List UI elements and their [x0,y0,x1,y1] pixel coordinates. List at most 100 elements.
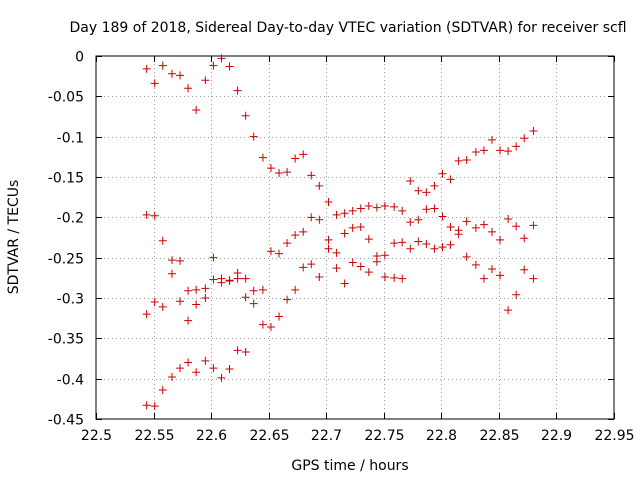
data-point [414,215,423,224]
data-point [390,202,399,211]
data-point [201,356,210,365]
data-point [422,205,431,214]
x-tick-label: 22.85 [479,428,519,444]
x-tick-label: 22.7 [311,428,342,444]
data-point [422,188,431,197]
data-point [201,76,210,85]
data-point [217,373,226,382]
data-points [142,54,538,411]
data-point [201,284,210,293]
data-point [529,221,538,230]
y-tick-label: -0.2 [57,211,84,227]
data-point [520,234,529,243]
data-point [529,127,538,136]
y-tick-label: -0.35 [48,332,84,348]
data-point [217,278,226,287]
data-point [249,132,258,141]
data-point [258,153,267,162]
data-point [249,299,258,308]
data-point [142,310,151,319]
data-point [324,244,333,253]
data-point [471,147,480,156]
data-point [192,368,201,377]
data-point [233,274,242,283]
data-point [520,265,529,274]
data-point [241,111,250,120]
y-tick-label: -0.15 [48,171,84,187]
data-point [430,181,439,190]
plot-frame [95,55,615,420]
data-point [258,285,267,294]
data-point [462,217,471,226]
data-point [364,235,373,244]
data-point [398,206,407,215]
data-point [454,230,463,239]
data-point [430,204,439,213]
data-point [504,147,513,156]
data-point [258,320,267,329]
data-point [241,293,250,302]
data-point [356,204,365,213]
data-point [430,244,439,253]
data-point [340,279,349,288]
data-point [192,300,201,309]
x-tick-label: 22.8 [426,428,457,444]
data-point [324,235,333,244]
data-point [315,181,324,190]
data-point [438,212,447,221]
data-point [150,298,159,307]
x-tick-label: 22.55 [134,428,174,444]
data-point [380,273,389,282]
data-point [471,260,480,269]
data-point [348,206,357,215]
data-point [266,164,275,173]
x-tick-label: 22.9 [541,428,572,444]
grid [96,56,614,419]
data-point [462,156,471,165]
data-point [167,69,176,78]
data-point [496,271,505,280]
y-tick-label: -0.1 [57,131,84,147]
data-point [340,229,349,238]
data-point [266,247,275,256]
data-point [241,274,250,283]
data-point [233,86,242,95]
data-point [487,264,496,273]
data-point [487,135,496,144]
data-point [406,177,415,186]
data-point [496,146,505,155]
data-point [209,61,218,70]
data-point [299,227,308,236]
data-point [184,84,193,93]
data-point [225,277,234,286]
data-point [217,54,226,63]
data-point [380,202,389,211]
data-point [529,274,538,283]
data-point [209,364,218,373]
data-point [233,346,242,355]
data-point [249,286,258,295]
data-point [332,264,341,273]
data-point [275,312,284,321]
data-point [307,171,316,180]
x-axis-label: GPS time / hours [291,458,408,474]
data-point [176,71,185,80]
data-point [504,306,513,315]
y-tick-label: -0.05 [48,90,84,106]
data-point [340,209,349,218]
y-tick-label: -0.25 [48,252,84,268]
data-point [479,146,488,155]
data-point [142,210,151,219]
data-point [438,243,447,252]
data-point [201,294,210,302]
data-point [356,262,365,271]
data-point [504,214,513,223]
data-point [192,106,201,115]
data-point [479,220,488,229]
data-point [406,218,415,227]
data-point [291,154,300,163]
chart-title: Day 189 of 2018, Sidereal Day-to-day VTE… [69,20,626,36]
data-point [158,236,167,245]
data-point [348,258,357,267]
data-point [364,268,373,277]
